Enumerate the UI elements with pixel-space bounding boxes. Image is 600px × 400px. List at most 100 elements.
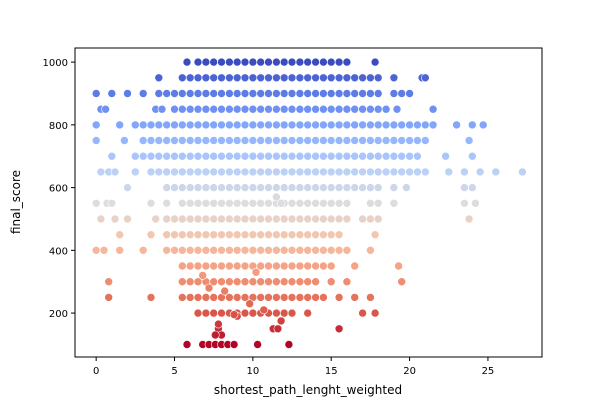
data-point [225,73,234,83]
data-point [303,104,313,114]
data-point [248,246,258,255]
data-point [358,120,367,130]
data-point [295,230,305,239]
data-point [303,246,313,255]
data-point [311,183,320,192]
data-point [256,293,266,302]
data-point [342,104,352,114]
data-point [120,136,129,145]
data-point [303,230,313,239]
data-point [217,230,226,239]
data-point [326,89,336,98]
data-point [311,89,320,98]
data-point [193,104,203,114]
data-point [358,104,367,114]
data-point [373,214,383,224]
data-point [225,57,234,67]
data-point [232,199,242,208]
data-point [350,89,360,98]
data-point [381,151,391,161]
data-point [405,120,414,130]
data-point [342,183,352,192]
x-axis-label: shortest_path_lenght_weighted [214,383,402,397]
data-point [303,167,313,177]
data-point [366,246,375,255]
data-point [397,167,407,177]
data-point [287,57,297,67]
data-point [138,89,148,98]
data-point [264,246,273,255]
data-point [326,261,336,271]
data-point [464,136,474,145]
data-point [178,73,187,83]
data-point [193,230,203,239]
data-point [381,167,391,177]
data-point [256,277,266,287]
data-point [326,120,336,130]
data-point [319,57,328,67]
data-point [201,183,211,192]
data-point [284,340,294,349]
data-point [240,308,250,318]
data-point [217,120,226,130]
data-point [366,167,375,177]
y-tick-label: 600 [49,184,68,195]
data-point [193,214,203,224]
data-point [201,104,211,114]
data-point [397,89,407,98]
data-point [138,151,148,161]
data-point [201,261,211,271]
data-point [311,277,320,287]
data-point [389,151,399,161]
data-point [311,57,320,67]
data-point [146,136,156,145]
data-point [229,310,239,319]
data-point [264,214,273,224]
data-point [178,120,187,130]
data-point [471,199,480,208]
data-point [185,293,195,302]
data-point [319,89,328,98]
data-point [193,57,203,67]
data-point [366,73,375,83]
data-point [366,214,375,224]
data-point [104,293,113,302]
data-point [287,73,297,83]
data-point [131,120,140,130]
data-point [91,120,101,130]
data-point [326,277,336,287]
data-point [248,277,258,287]
data-point [178,199,187,208]
data-point [232,104,242,114]
data-point [326,246,336,255]
data-point [232,277,242,287]
data-point [209,214,218,224]
data-point [373,136,383,145]
data-point [373,104,383,114]
x-tick-label: 25 [482,366,495,377]
data-point [264,57,273,67]
data-point [279,57,289,67]
data-point [389,73,399,83]
data-point [287,230,297,239]
data-point [232,151,242,161]
data-point [232,89,242,98]
data-point [326,167,336,177]
data-points [91,57,527,349]
data-point [397,151,407,161]
data-point [178,167,187,177]
data-point [276,199,286,208]
data-point [311,104,320,114]
data-point [358,308,367,318]
data-point [264,183,273,192]
data-point [240,246,250,255]
data-point [295,293,305,302]
data-point [185,230,195,239]
data-point [276,316,286,326]
data-point [264,261,273,271]
data-point [264,120,273,130]
data-point [273,324,283,334]
data-point [240,73,250,83]
data-point [303,89,313,98]
data-point [248,183,258,192]
